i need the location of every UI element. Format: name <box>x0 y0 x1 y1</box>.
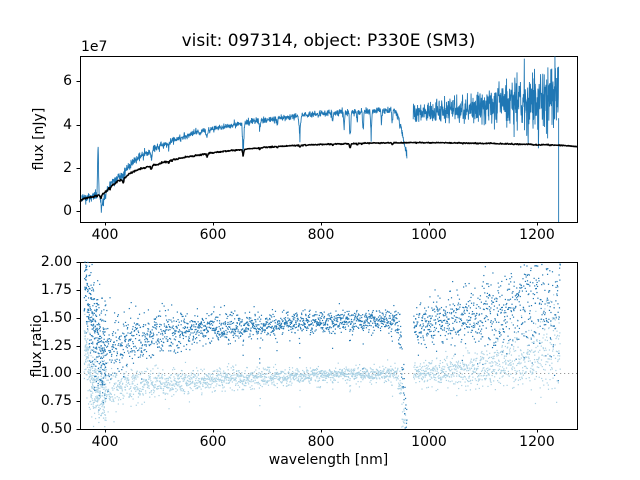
x-tick-label: 1200 <box>519 227 555 243</box>
x-tick-label: 1200 <box>519 434 555 450</box>
x-tick-label: 600 <box>199 227 227 243</box>
y-tick-label: 2.00 <box>40 254 72 270</box>
y-tick-label: 0.75 <box>40 393 72 409</box>
y-tick-label: 1.50 <box>40 310 72 326</box>
x-axis-label: wavelength [nm] <box>268 452 389 468</box>
y-tick-label: 4 <box>63 117 72 133</box>
x-tick-label: 400 <box>91 434 119 450</box>
y-tick-label: 1.25 <box>40 338 72 354</box>
x-tick-label: 600 <box>199 434 227 450</box>
x-tick-label: 1000 <box>411 434 447 450</box>
x-tick-label: 1000 <box>411 227 447 243</box>
y-tick-label: 2 <box>63 160 72 176</box>
y-tick-label: 0.50 <box>40 421 72 437</box>
y-axis-offset-label: 1e7 <box>81 39 108 55</box>
y-tick-label: 6 <box>63 73 72 89</box>
x-tick-label: 400 <box>91 227 119 243</box>
x-tick-label: 800 <box>307 227 335 243</box>
x-tick-label: 800 <box>307 434 335 450</box>
y-tick-label: 1.00 <box>40 365 72 381</box>
y-tick-label: 0 <box>63 203 72 219</box>
chart-title: visit: 097314, object: P330E (SM3) <box>181 31 476 51</box>
y-tick-label: 1.75 <box>40 282 72 298</box>
